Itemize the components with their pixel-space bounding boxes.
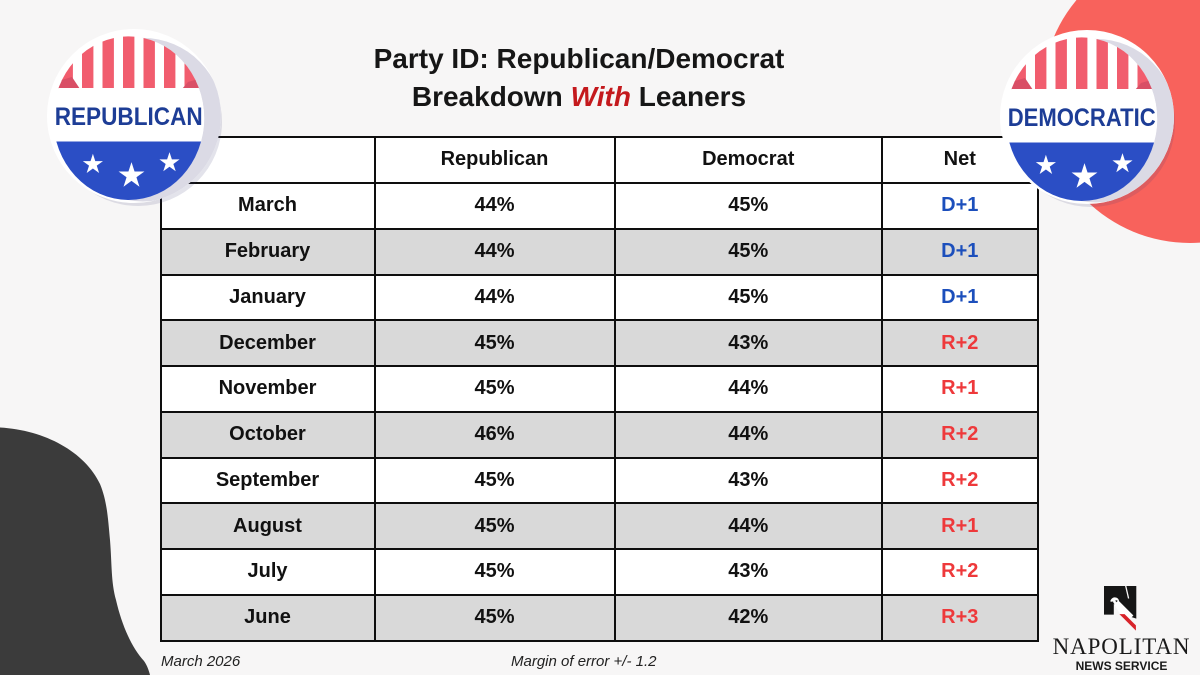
svg-text:REPUBLICAN: REPUBLICAN <box>55 103 203 131</box>
svg-text:DEMOCRATIC: DEMOCRATIC <box>1007 104 1155 132</box>
